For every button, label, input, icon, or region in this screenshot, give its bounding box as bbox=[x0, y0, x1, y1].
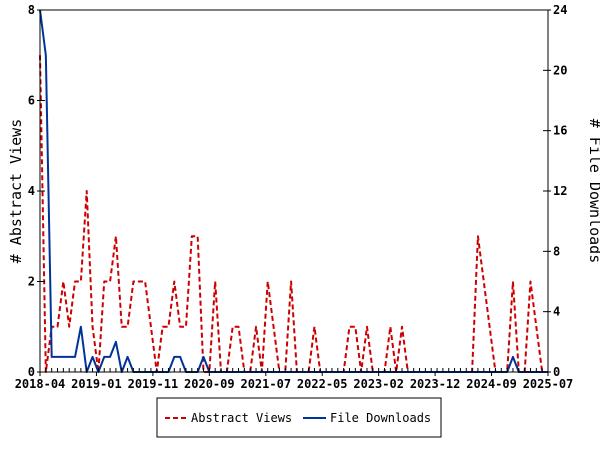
y-axis-left-title: # Abstract Views bbox=[7, 119, 25, 264]
ticks-layer bbox=[37, 9, 551, 376]
y-right-tick-label: 20 bbox=[553, 63, 567, 77]
x-tick-label: 2019-01 bbox=[71, 377, 122, 391]
y-right-tick-label: 16 bbox=[553, 124, 567, 138]
x-tick-label: 2022-05 bbox=[297, 377, 348, 391]
legend-file-downloads-label: File Downloads bbox=[330, 411, 431, 425]
x-tick-label: 2019-11 bbox=[128, 377, 179, 391]
legend: Abstract Views File Downloads bbox=[156, 397, 442, 438]
legend-box bbox=[156, 397, 442, 438]
x-tick-label: 2018-04 bbox=[15, 377, 66, 391]
x-tick-label: 2020-09 bbox=[184, 377, 235, 391]
x-tick-label: 2023-12 bbox=[410, 377, 461, 391]
y-right-tick-label: 24 bbox=[553, 3, 567, 17]
labels-layer: 2018-04 2019-01 2019-11 2020-09 2021-07 2022-… bbox=[15, 3, 574, 391]
y-left-tick-label: 0 bbox=[28, 365, 35, 379]
legend-abstract-views-label: Abstract Views bbox=[191, 411, 292, 425]
y-right-tick-label: 0 bbox=[553, 365, 560, 379]
y-axis-right-title: # File Downloads bbox=[586, 119, 600, 264]
y-left-tick-label: 4 bbox=[28, 184, 35, 198]
x-tick-label: 2024-09 bbox=[466, 377, 517, 391]
y-left-tick-label: 2 bbox=[28, 275, 35, 289]
y-right-tick-label: 12 bbox=[553, 184, 567, 198]
x-tick-label: 2023-02 bbox=[353, 377, 404, 391]
x-tick-label: 2021-07 bbox=[240, 377, 291, 391]
y-right-tick-label: 4 bbox=[553, 305, 560, 319]
y-left-tick-label: 6 bbox=[28, 94, 35, 108]
y-left-tick-label: 8 bbox=[28, 3, 35, 17]
y-right-tick-label: 8 bbox=[553, 244, 560, 258]
x-tick-label: 2025-07 bbox=[523, 377, 574, 391]
